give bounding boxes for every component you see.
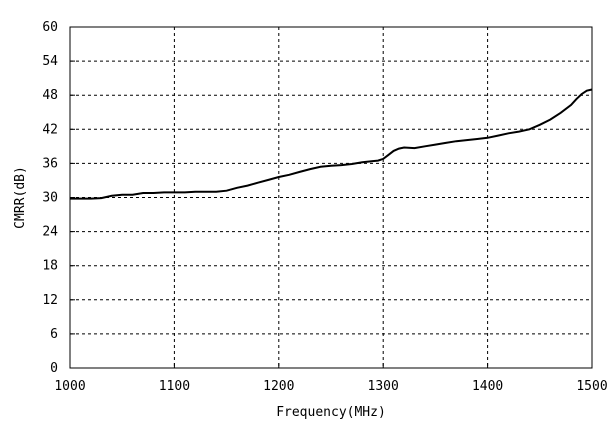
y-tick-label: 42 <box>42 122 58 137</box>
y-tick-label: 12 <box>42 293 58 308</box>
grid <box>70 27 592 368</box>
x-tick-label: 1000 <box>54 379 85 394</box>
x-tick-label: 1200 <box>263 379 294 394</box>
y-tick-label: 30 <box>42 191 58 206</box>
x-tick-label: 1500 <box>576 379 607 394</box>
x-tick-label: 1100 <box>159 379 190 394</box>
y-tick-label: 24 <box>42 225 58 240</box>
y-tick-label: 48 <box>42 88 58 103</box>
y-tick-label: 18 <box>42 259 58 274</box>
x-tick-labels: 1000 1100 1200 1300 1400 1500 <box>54 379 607 394</box>
x-axis-title: Frequency(MHz) <box>276 405 386 420</box>
y-tick-label: 6 <box>50 327 58 342</box>
x-tick-label: 1400 <box>472 379 503 394</box>
y-axis-title: CMRR(dB) <box>13 166 28 229</box>
y-tick-label: 54 <box>42 54 58 69</box>
y-tick-label: 0 <box>50 361 58 376</box>
x-tick-label: 1300 <box>368 379 399 394</box>
tick-marks <box>69 26 593 369</box>
y-tick-labels: 0 6 12 18 24 30 36 42 48 54 60 <box>42 20 58 376</box>
y-tick-label: 60 <box>42 20 58 35</box>
series-line <box>70 88 593 200</box>
y-tick-label: 36 <box>42 156 58 171</box>
